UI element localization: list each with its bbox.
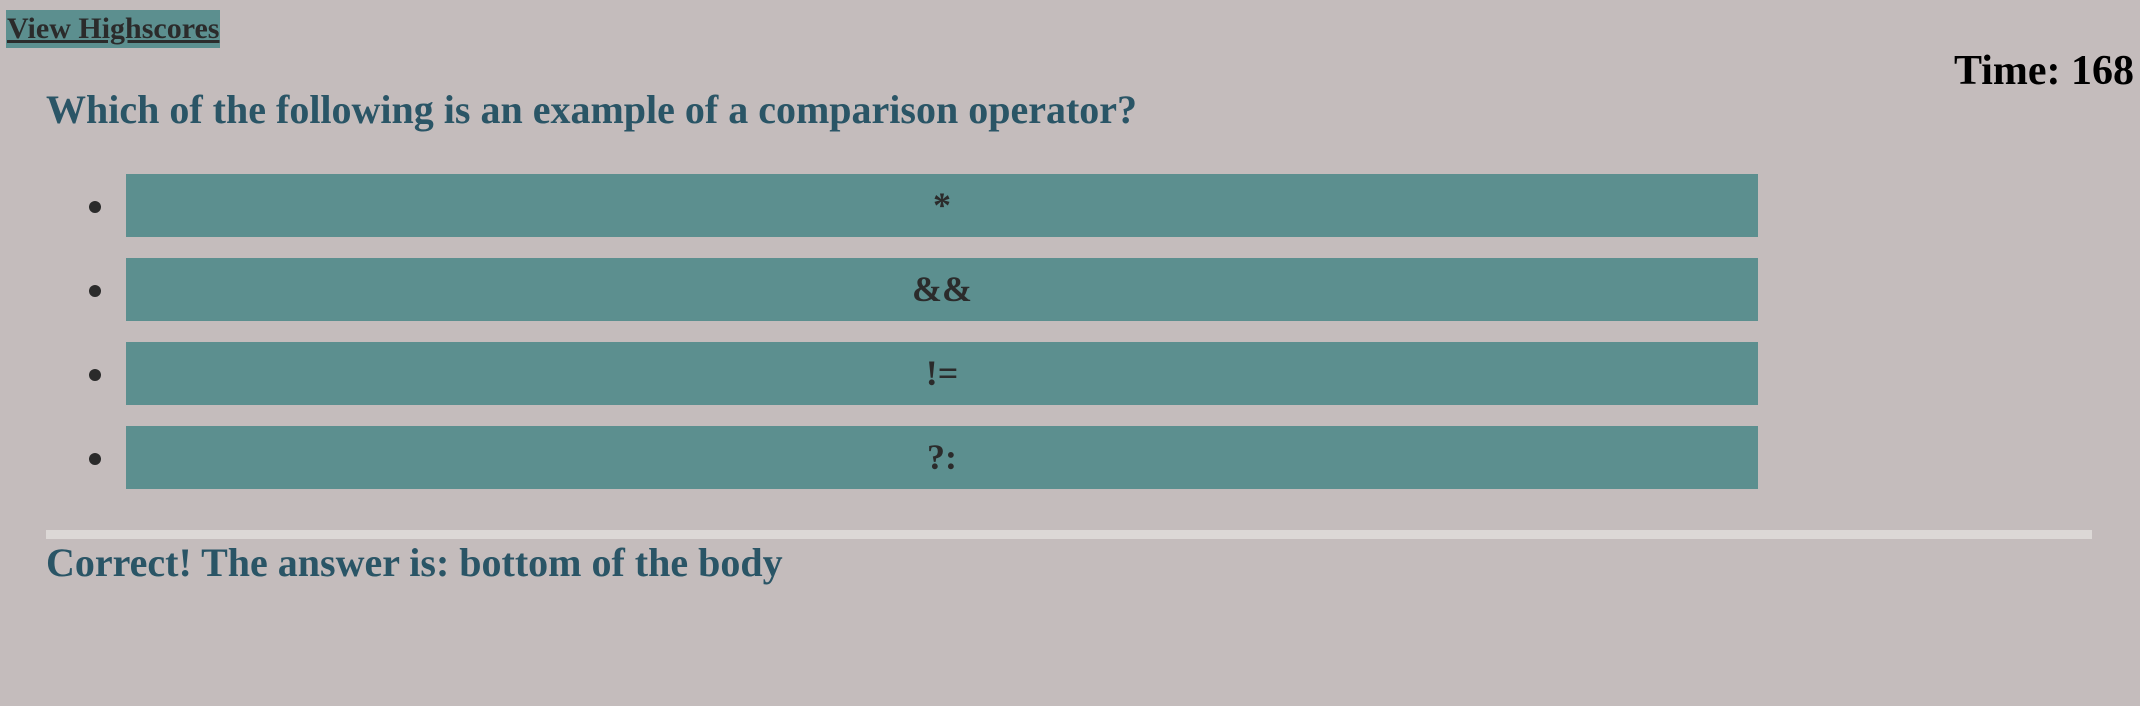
view-highscores-link[interactable]: View Highscores [6,10,221,48]
feedback-divider [46,530,2092,539]
bullet-icon [89,201,101,213]
choice-button-4[interactable]: ?: [126,426,1758,489]
question-text: Which of the following is an example of … [46,87,1138,132]
choice-button-1[interactable]: * [126,174,1758,237]
bullet-icon [89,453,101,465]
timer-display: Time: 168 [1953,48,2134,94]
bullet-icon [89,285,101,297]
choice-button-2[interactable]: && [126,258,1758,321]
bullet-icon [89,369,101,381]
feedback-message: Correct! The answer is: bottom of the bo… [46,540,783,585]
choice-button-3[interactable]: != [126,342,1758,405]
